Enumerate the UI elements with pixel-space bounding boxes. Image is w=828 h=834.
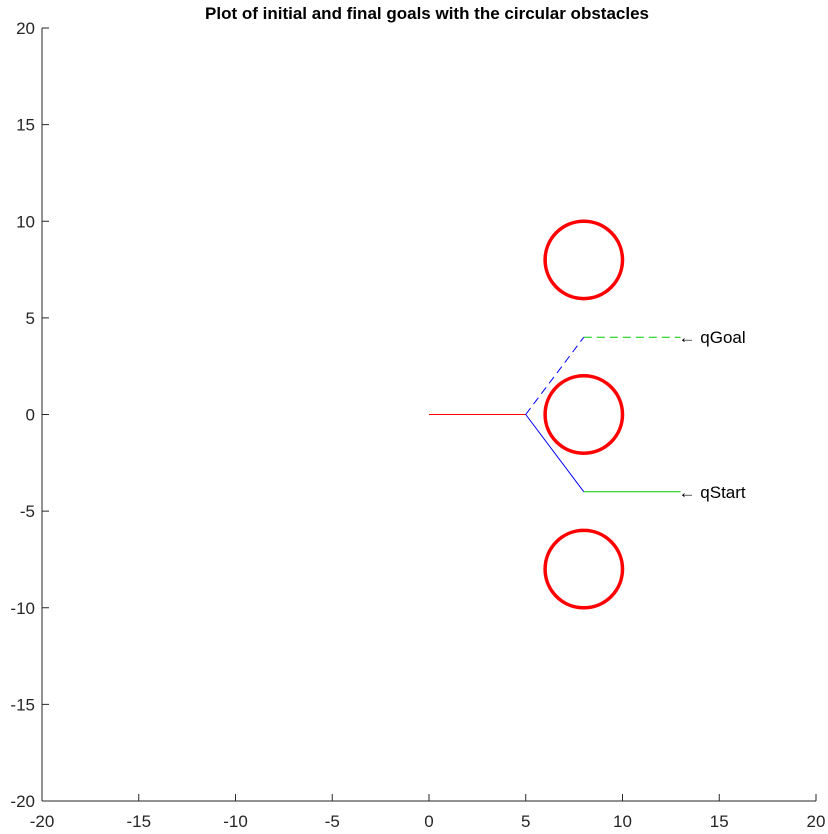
chart-title: Plot of initial and final goals with the… — [205, 4, 649, 23]
axes: -20 -15 -10 -5 0 5 10 15 20 -20 -15 -10 -5 0 5 10 15 20 — [10, 19, 825, 831]
x-tick-label: -10 — [223, 812, 248, 831]
y-tick-label: -15 — [10, 695, 35, 714]
y-tick-label: 0 — [26, 406, 35, 425]
obstacle-circle — [543, 528, 625, 610]
x-tick-label: -15 — [126, 812, 151, 831]
annotation-label: ← qGoal — [679, 328, 746, 347]
annotation-label: ← qStart — [679, 483, 746, 502]
x-tick-label: 20 — [807, 812, 826, 831]
obstacle-circle — [543, 219, 625, 301]
y-tick-label: 20 — [16, 19, 35, 38]
x-tick-label: 15 — [710, 812, 729, 831]
path-segment — [525, 336, 585, 415]
annotations: ← qGoal ← qStart — [679, 328, 746, 502]
y-tick-label: 10 — [16, 212, 35, 231]
y-tick-label: -10 — [10, 599, 35, 618]
x-tick-label: -5 — [325, 812, 340, 831]
x-tick-label: 0 — [424, 812, 433, 831]
series — [429, 336, 681, 493]
x-tick-label: 5 — [521, 812, 530, 831]
y-tick-label: -20 — [10, 792, 35, 811]
y-tick-label: 15 — [16, 116, 35, 135]
obstacle-circle — [543, 374, 625, 455]
y-tick-label: -5 — [20, 502, 35, 521]
path-segment — [525, 414, 585, 493]
x-tick-label: -20 — [30, 812, 55, 831]
obstacles — [543, 219, 625, 610]
x-tick-label: 10 — [613, 812, 632, 831]
y-tick-label: 5 — [26, 309, 35, 328]
